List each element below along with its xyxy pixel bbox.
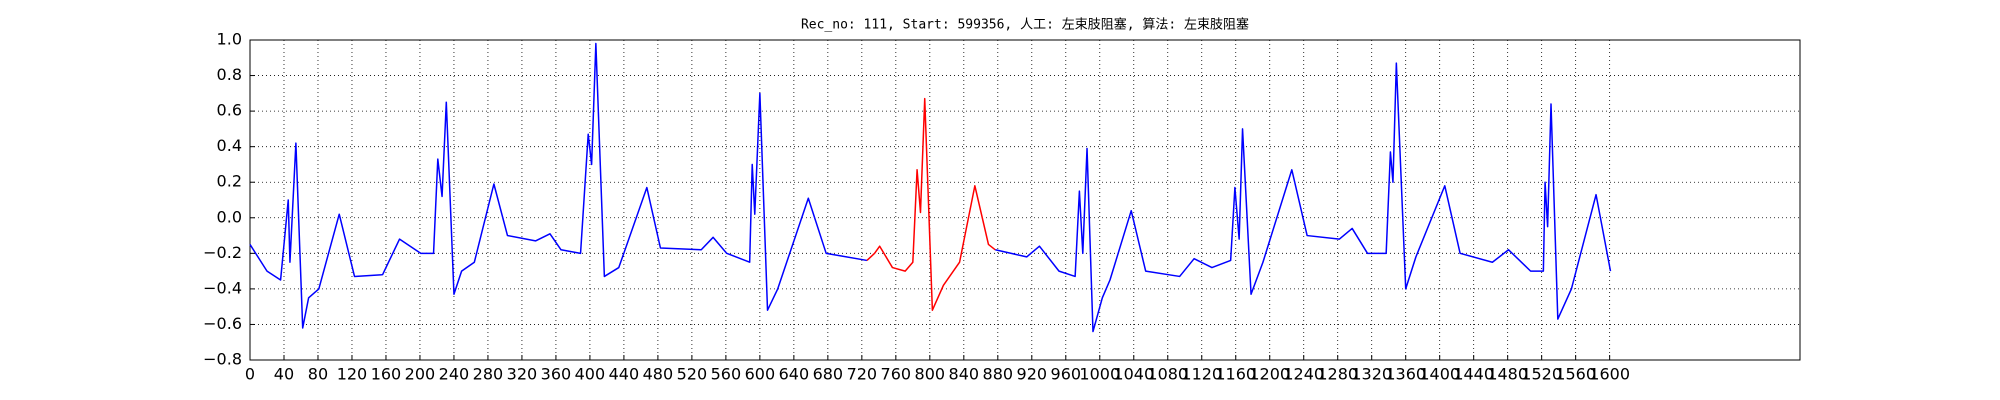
x-tick-label: 480 bbox=[643, 365, 674, 384]
y-tick-label: −0.8 bbox=[203, 350, 242, 369]
x-tick-label: 760 bbox=[881, 365, 912, 384]
x-tick-label: 560 bbox=[711, 365, 742, 384]
x-tick-label: 1160 bbox=[1215, 365, 1256, 384]
x-tick-label: 1080 bbox=[1147, 365, 1188, 384]
chart-title: Rec_no: 111, Start: 599356, 人工: 左束肢阻塞, 算… bbox=[801, 17, 1249, 33]
x-tick-label: 120 bbox=[337, 365, 368, 384]
ecg-line bbox=[866, 97, 996, 311]
x-tick-label: 1480 bbox=[1487, 365, 1528, 384]
x-tick-label: 600 bbox=[745, 365, 776, 384]
y-tick-label: 0.2 bbox=[217, 172, 242, 191]
y-tick-label: 0.4 bbox=[217, 136, 242, 155]
y-tick-label: 1.0 bbox=[217, 30, 242, 49]
y-tick-label: −0.6 bbox=[203, 314, 242, 333]
x-tick-label: 1520 bbox=[1521, 365, 1562, 384]
x-tick-label: 1320 bbox=[1351, 365, 1392, 384]
x-tick-label: 160 bbox=[371, 365, 402, 384]
x-tick-label: 440 bbox=[609, 365, 640, 384]
x-tick-label: 1440 bbox=[1453, 365, 1494, 384]
x-tick-label: 1200 bbox=[1249, 365, 1290, 384]
x-tick-label: 640 bbox=[779, 365, 810, 384]
y-tick-label: 0.6 bbox=[217, 101, 242, 120]
plot-frame bbox=[249, 39, 1801, 361]
x-tick-label: 360 bbox=[541, 365, 572, 384]
y-tick-label: 0.8 bbox=[217, 65, 242, 84]
x-tick-label: 840 bbox=[949, 365, 980, 384]
x-tick-label: 400 bbox=[575, 365, 606, 384]
y-tick-label: −0.4 bbox=[203, 278, 242, 297]
x-tick-label: 240 bbox=[439, 365, 470, 384]
y-tick-label: −0.2 bbox=[203, 243, 242, 262]
x-tick-label: 520 bbox=[677, 365, 708, 384]
x-tick-label: 1360 bbox=[1385, 365, 1426, 384]
x-tick-label: 880 bbox=[983, 365, 1014, 384]
x-tick-label: 920 bbox=[1017, 365, 1048, 384]
x-tick-label: 80 bbox=[308, 365, 328, 384]
x-tick-label: 1400 bbox=[1419, 365, 1460, 384]
x-tick-label: 680 bbox=[813, 365, 844, 384]
x-tick-label: 1240 bbox=[1283, 365, 1324, 384]
x-tick-label: 1560 bbox=[1555, 365, 1596, 384]
ecg-line bbox=[249, 42, 1612, 333]
x-tick-label: 1000 bbox=[1079, 365, 1120, 384]
x-tick-label: 320 bbox=[507, 365, 538, 384]
x-tick-label: 280 bbox=[473, 365, 504, 384]
x-tick-label: 1600 bbox=[1589, 365, 1630, 384]
x-tick-label: 200 bbox=[405, 365, 436, 384]
x-tick-label: 800 bbox=[915, 365, 946, 384]
x-tick-label: 1120 bbox=[1181, 365, 1222, 384]
x-tick-label: 720 bbox=[847, 365, 878, 384]
x-tick-label: 0 bbox=[245, 365, 255, 384]
x-tick-label: 1040 bbox=[1113, 365, 1154, 384]
x-tick-label: 1280 bbox=[1317, 365, 1358, 384]
y-tick-label: 0.0 bbox=[217, 207, 242, 226]
x-tick-label: 40 bbox=[274, 365, 294, 384]
x-tick-label: 960 bbox=[1051, 365, 1082, 384]
